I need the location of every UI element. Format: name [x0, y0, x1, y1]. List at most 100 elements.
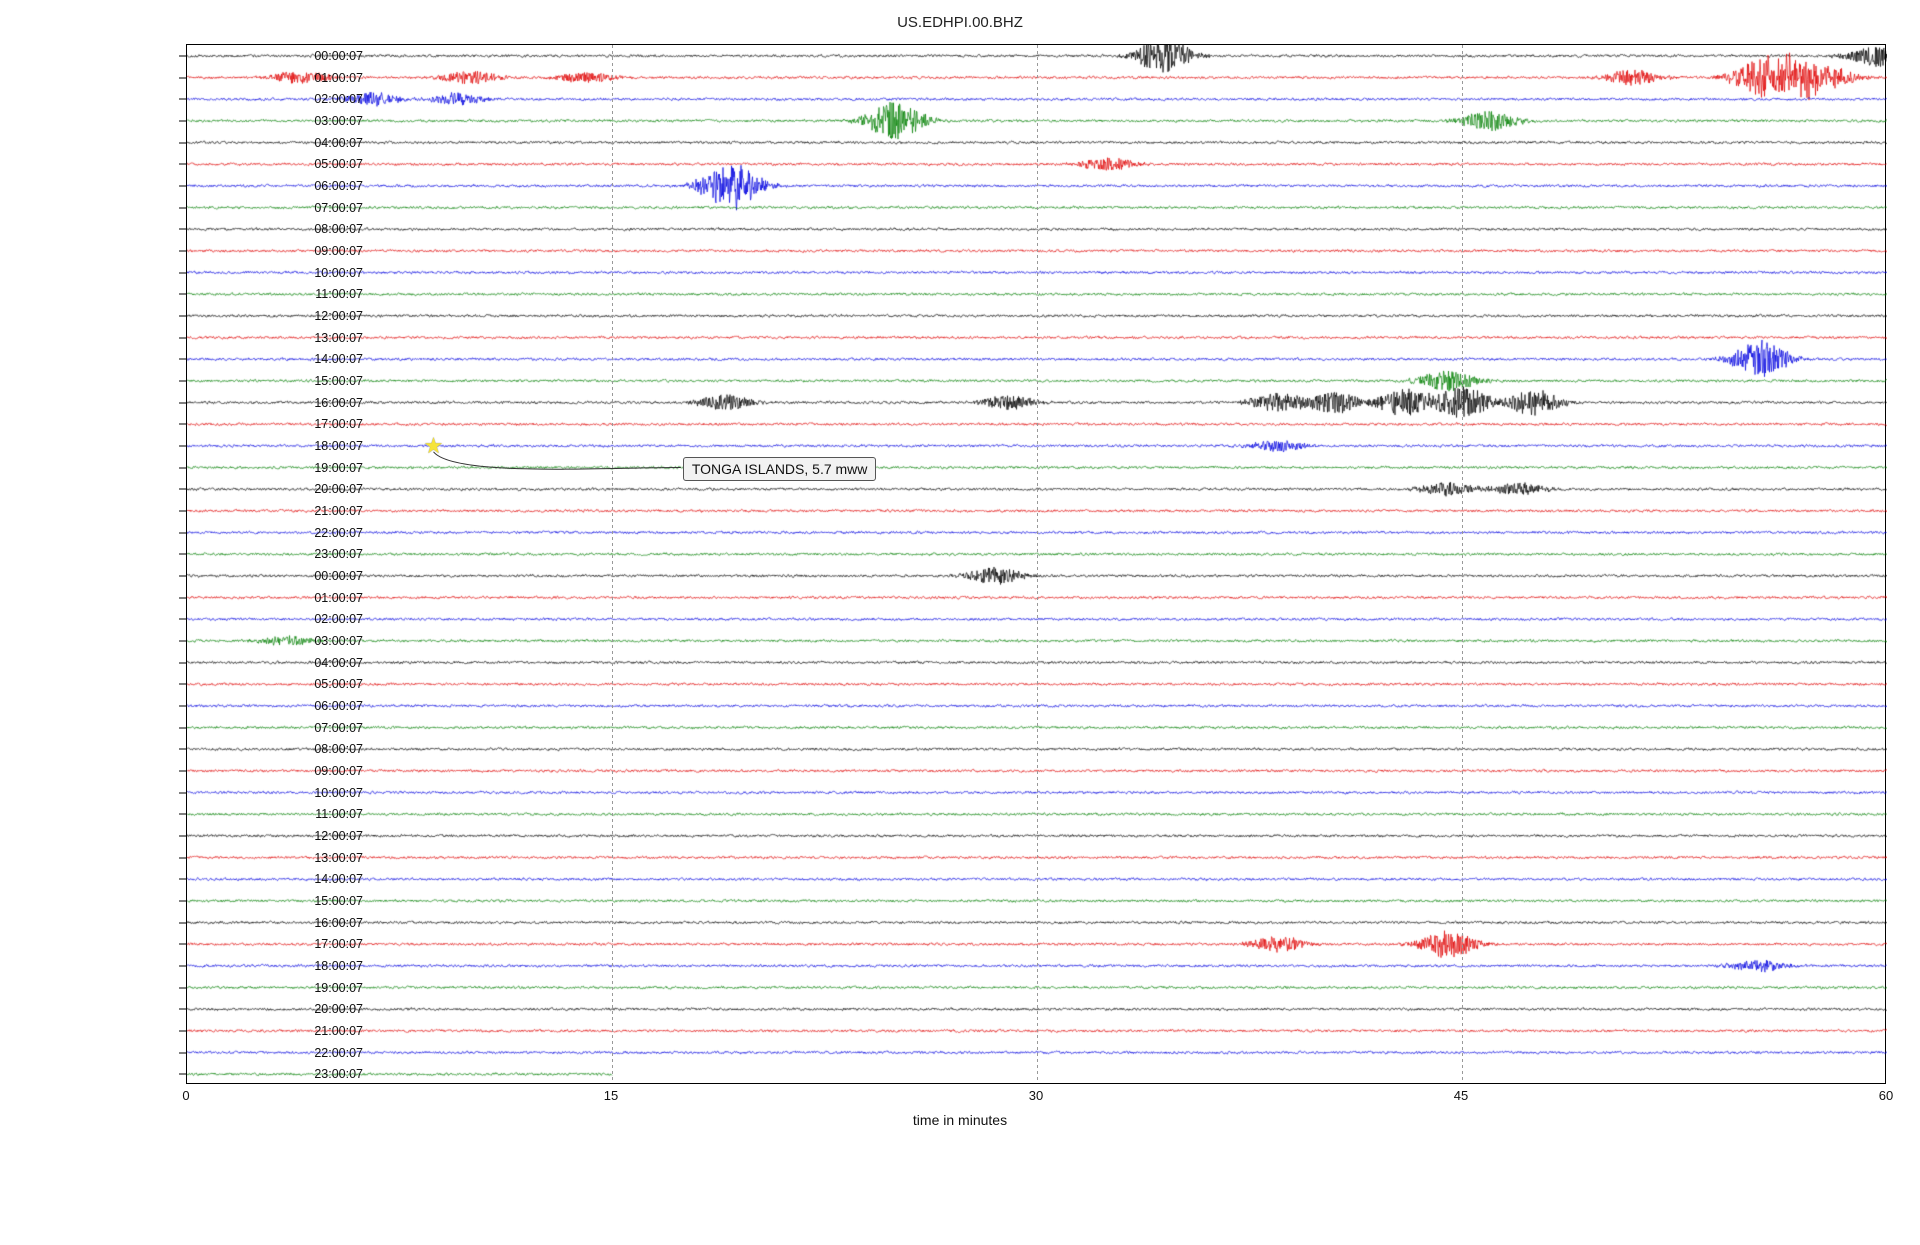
row-time-label-22: 22:00:07	[187, 526, 363, 540]
row-tick-3	[179, 120, 187, 121]
row-time-label-43: 19:00:07	[187, 981, 363, 995]
row-time-label-39: 15:00:07	[187, 894, 363, 908]
row-tick-6	[179, 185, 187, 186]
row-tick-4	[179, 142, 187, 143]
row-tick-46	[179, 1052, 187, 1053]
row-tick-12	[179, 315, 187, 316]
row-time-label-45: 21:00:07	[187, 1024, 363, 1038]
row-time-label-20: 20:00:07	[187, 482, 363, 496]
row-time-label-23: 23:00:07	[187, 547, 363, 561]
xaxis-tick-15: 15	[604, 1088, 618, 1103]
row-time-label-38: 14:00:07	[187, 872, 363, 886]
row-time-label-13: 13:00:07	[187, 331, 363, 345]
row-time-label-1: 01:00:07	[187, 71, 363, 85]
xaxis-tick-45: 45	[1454, 1088, 1468, 1103]
row-tick-27	[179, 640, 187, 641]
row-time-label-26: 02:00:07	[187, 612, 363, 626]
row-tick-28	[179, 662, 187, 663]
row-tick-40	[179, 922, 187, 923]
row-tick-35	[179, 814, 187, 815]
row-tick-13	[179, 337, 187, 338]
row-tick-8	[179, 229, 187, 230]
row-time-label-46: 22:00:07	[187, 1046, 363, 1060]
chart-title: US.EDHPI.00.BHZ	[0, 14, 1920, 31]
row-tick-15	[179, 380, 187, 381]
row-time-label-2: 02:00:07	[187, 92, 363, 106]
row-tick-33	[179, 770, 187, 771]
vertical-gridline-30	[1037, 45, 1038, 1083]
row-time-label-14: 14:00:07	[187, 352, 363, 366]
xaxis-title: time in minutes	[0, 1112, 1920, 1128]
row-time-label-7: 07:00:07	[187, 201, 363, 215]
row-time-label-9: 09:00:07	[187, 244, 363, 258]
row-tick-39	[179, 900, 187, 901]
row-tick-41	[179, 944, 187, 945]
row-tick-45	[179, 1030, 187, 1031]
row-time-label-44: 20:00:07	[187, 1002, 363, 1016]
row-time-label-40: 16:00:07	[187, 916, 363, 930]
row-tick-30	[179, 705, 187, 706]
row-time-label-10: 10:00:07	[187, 266, 363, 280]
xaxis-tick-0: 0	[182, 1088, 189, 1103]
row-time-label-11: 11:00:07	[187, 287, 363, 301]
row-tick-17	[179, 424, 187, 425]
row-tick-11	[179, 294, 187, 295]
vertical-gridline-45	[1462, 45, 1463, 1083]
row-tick-18	[179, 445, 187, 446]
row-tick-14	[179, 359, 187, 360]
row-time-label-41: 17:00:07	[187, 937, 363, 951]
row-tick-42	[179, 965, 187, 966]
row-time-label-42: 18:00:07	[187, 959, 363, 973]
row-time-label-18: 18:00:07	[187, 439, 363, 453]
row-tick-0	[179, 55, 187, 56]
row-time-label-15: 15:00:07	[187, 374, 363, 388]
row-time-label-30: 06:00:07	[187, 699, 363, 713]
row-time-label-16: 16:00:07	[187, 396, 363, 410]
row-tick-1	[179, 77, 187, 78]
row-time-label-36: 12:00:07	[187, 829, 363, 843]
xaxis-tick-60: 60	[1879, 1088, 1893, 1103]
row-time-label-3: 03:00:07	[187, 114, 363, 128]
row-time-label-8: 08:00:07	[187, 222, 363, 236]
row-tick-20	[179, 489, 187, 490]
row-tick-31	[179, 727, 187, 728]
row-tick-43	[179, 987, 187, 988]
plot-area: 00:00:07 01:00:07 02:00:07 03:00:07 04:00:07…	[186, 44, 1886, 1084]
row-tick-19	[179, 467, 187, 468]
row-time-label-47: 23:00:07	[187, 1067, 363, 1081]
row-tick-21	[179, 510, 187, 511]
row-tick-24	[179, 575, 187, 576]
row-tick-23	[179, 554, 187, 555]
row-time-label-34: 10:00:07	[187, 786, 363, 800]
row-tick-44	[179, 1009, 187, 1010]
row-time-label-37: 13:00:07	[187, 851, 363, 865]
row-tick-25	[179, 597, 187, 598]
row-tick-29	[179, 684, 187, 685]
row-time-label-33: 09:00:07	[187, 764, 363, 778]
earthquake-star-marker[interactable]: ★	[424, 435, 444, 457]
row-time-label-24: 00:00:07	[187, 569, 363, 583]
row-time-label-32: 08:00:07	[187, 742, 363, 756]
row-time-label-19: 19:00:07	[187, 461, 363, 475]
row-time-label-31: 07:00:07	[187, 721, 363, 735]
earthquake-annotation-label[interactable]: TONGA ISLANDS, 5.7 mww	[683, 457, 877, 481]
row-tick-34	[179, 792, 187, 793]
row-time-label-6: 06:00:07	[187, 179, 363, 193]
vertical-gridline-15	[612, 45, 613, 1083]
row-time-label-27: 03:00:07	[187, 634, 363, 648]
row-tick-26	[179, 619, 187, 620]
seismograph-root: US.EDHPI.00.BHZ 00:00:07 01:00:07 02:00:07…	[0, 0, 1920, 1200]
row-time-label-35: 11:00:07	[187, 807, 363, 821]
row-tick-5	[179, 164, 187, 165]
row-tick-22	[179, 532, 187, 533]
row-tick-9	[179, 250, 187, 251]
row-tick-10	[179, 272, 187, 273]
row-tick-47	[179, 1074, 187, 1075]
xaxis-tick-30: 30	[1029, 1088, 1043, 1103]
row-time-label-29: 05:00:07	[187, 677, 363, 691]
row-tick-7	[179, 207, 187, 208]
row-time-label-28: 04:00:07	[187, 656, 363, 670]
row-time-label-17: 17:00:07	[187, 417, 363, 431]
row-time-label-4: 04:00:07	[187, 136, 363, 150]
row-time-label-25: 01:00:07	[187, 591, 363, 605]
